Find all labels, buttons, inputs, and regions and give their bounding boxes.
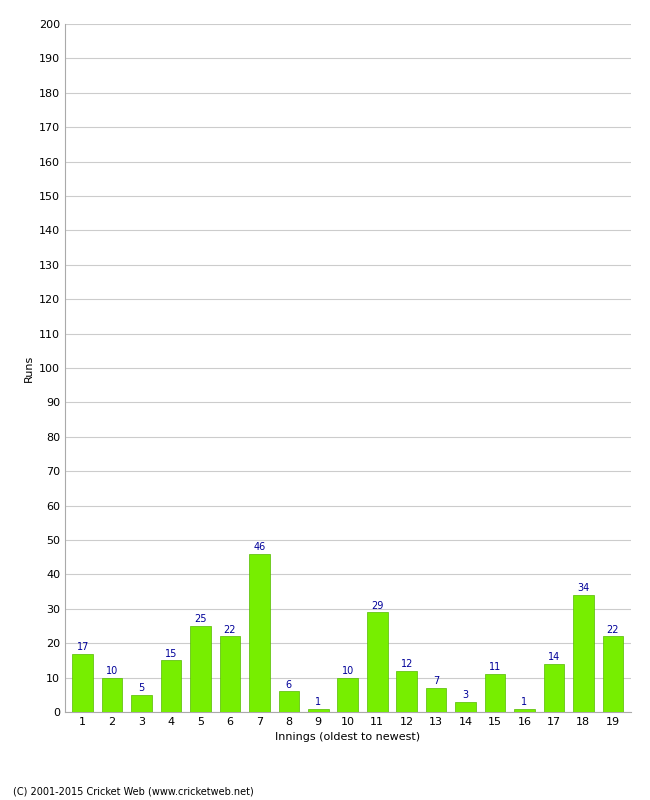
Text: 10: 10 — [106, 666, 118, 676]
Text: 34: 34 — [577, 583, 590, 594]
Text: 5: 5 — [138, 683, 145, 693]
Text: 7: 7 — [433, 676, 439, 686]
Bar — [603, 636, 623, 712]
Text: 12: 12 — [400, 659, 413, 669]
X-axis label: Innings (oldest to newest): Innings (oldest to newest) — [275, 733, 421, 742]
Bar — [102, 678, 122, 712]
Bar — [308, 709, 329, 712]
Bar — [131, 694, 152, 712]
Text: 46: 46 — [254, 542, 265, 552]
Bar — [455, 702, 476, 712]
Bar — [396, 670, 417, 712]
Y-axis label: Runs: Runs — [23, 354, 33, 382]
Text: 25: 25 — [194, 614, 207, 624]
Text: 6: 6 — [286, 680, 292, 690]
Bar — [367, 612, 387, 712]
Text: 11: 11 — [489, 662, 501, 673]
Bar — [190, 626, 211, 712]
Text: 1: 1 — [315, 697, 321, 707]
Text: 15: 15 — [165, 649, 177, 658]
Bar — [514, 709, 535, 712]
Text: 14: 14 — [548, 652, 560, 662]
Text: 10: 10 — [342, 666, 354, 676]
Bar — [337, 678, 358, 712]
Bar — [279, 691, 299, 712]
Bar — [161, 661, 181, 712]
Bar — [426, 688, 447, 712]
Bar — [249, 554, 270, 712]
Bar — [543, 664, 564, 712]
Bar — [72, 654, 93, 712]
Text: 17: 17 — [77, 642, 89, 652]
Text: 3: 3 — [463, 690, 469, 700]
Text: 22: 22 — [606, 625, 619, 634]
Bar — [573, 595, 593, 712]
Text: 29: 29 — [371, 601, 384, 610]
Bar — [220, 636, 240, 712]
Bar — [485, 674, 505, 712]
Text: (C) 2001-2015 Cricket Web (www.cricketweb.net): (C) 2001-2015 Cricket Web (www.cricketwe… — [13, 786, 254, 796]
Text: 1: 1 — [521, 697, 528, 707]
Text: 22: 22 — [224, 625, 236, 634]
